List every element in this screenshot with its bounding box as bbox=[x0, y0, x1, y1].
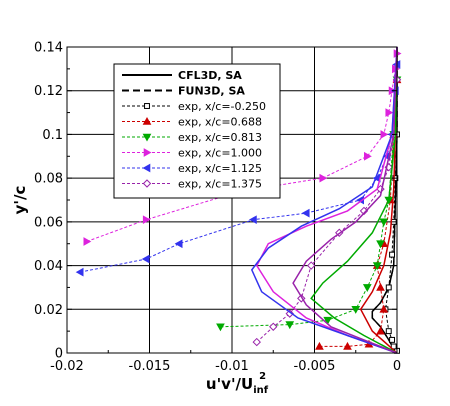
data-point bbox=[376, 282, 385, 291]
data-point bbox=[385, 284, 392, 291]
legend-marker bbox=[143, 148, 152, 157]
legend-item: exp, x/c=0.813 bbox=[122, 131, 262, 144]
data-point bbox=[343, 341, 352, 350]
data-point bbox=[380, 130, 389, 139]
legend-marker bbox=[142, 116, 152, 125]
legend-label: FUN3D, SA bbox=[178, 85, 245, 98]
data-point bbox=[216, 323, 225, 332]
data-point bbox=[372, 262, 382, 271]
data-point bbox=[319, 173, 328, 183]
data-point bbox=[269, 322, 278, 331]
y-axis-title-group: y'/c bbox=[11, 186, 29, 215]
x-tick-label: -0.01 bbox=[215, 359, 249, 374]
data-point bbox=[285, 309, 294, 318]
x-axis-title-subscript: inf bbox=[253, 385, 269, 396]
data-point bbox=[389, 336, 396, 343]
data-point bbox=[252, 337, 261, 347]
x-tick-label: -0.02 bbox=[50, 359, 84, 374]
series-line bbox=[250, 46, 398, 354]
data-point bbox=[315, 341, 324, 350]
legend-label: exp, x/c=1.125 bbox=[178, 162, 262, 175]
legend-marker bbox=[142, 133, 152, 142]
data-point bbox=[141, 254, 150, 264]
x-tick-label: 0 bbox=[393, 359, 401, 374]
y-tick-label: 0.12 bbox=[34, 84, 63, 99]
series-8-cfd-colored bbox=[359, 46, 398, 354]
legend-marker bbox=[142, 163, 151, 173]
x-tick-label: -0.005 bbox=[294, 359, 336, 374]
y-axis-title: y'/c bbox=[11, 186, 29, 215]
data-point bbox=[390, 343, 397, 350]
x-axis-title: u'v'/Uinf 2 bbox=[206, 371, 269, 396]
legend-item: exp, x/c=1.375 bbox=[122, 178, 262, 191]
legend-label: CFL3D, SA bbox=[178, 69, 242, 82]
data-point bbox=[285, 321, 295, 330]
data-point bbox=[75, 267, 84, 277]
data-point bbox=[323, 316, 333, 325]
series-12-cfd-colored bbox=[292, 46, 398, 354]
data-point bbox=[306, 261, 316, 270]
series-11-cfd-colored bbox=[250, 46, 398, 354]
series-line bbox=[310, 46, 398, 354]
legend-label: exp, x/c=1.000 bbox=[178, 147, 262, 160]
y-tick-label: 0.02 bbox=[34, 303, 63, 318]
y-tick-label: 0.08 bbox=[34, 172, 63, 187]
data-point bbox=[362, 284, 372, 292]
legend-box bbox=[113, 63, 281, 199]
y-tick-label: 0.06 bbox=[34, 215, 63, 230]
data-point bbox=[385, 108, 394, 117]
y-tick-label: 0.1 bbox=[42, 128, 63, 143]
legend-item: exp, x/c=1.125 bbox=[122, 162, 262, 175]
y-tick-label: 0 bbox=[55, 347, 63, 362]
legend-item: exp, x/c=1.000 bbox=[122, 147, 262, 160]
series-10-cfd-colored bbox=[255, 46, 398, 354]
series-line bbox=[359, 46, 398, 354]
data-point bbox=[385, 328, 392, 335]
legend-marker bbox=[142, 179, 152, 188]
data-point bbox=[351, 305, 361, 314]
axis-ticks: -0.02 -0.015 -0.01 -0.005 0 0 0.02 0.04 0.06 0.08… bbox=[34, 41, 401, 375]
legend-item: exp, x/c=0.688 bbox=[122, 116, 262, 129]
y-tick-label: 0.04 bbox=[34, 259, 63, 274]
data-point bbox=[301, 208, 310, 218]
data-point bbox=[389, 251, 396, 258]
legend-item: exp, x/c=-0.250 bbox=[122, 100, 266, 113]
legend-label: exp, x/c=0.813 bbox=[178, 131, 262, 144]
legend-label: exp, x/c=-0.250 bbox=[178, 100, 266, 113]
y-tick-label: 0.14 bbox=[34, 41, 63, 56]
data-point bbox=[376, 326, 385, 335]
data-point bbox=[248, 215, 257, 225]
data-point bbox=[174, 239, 183, 249]
legend-label: exp, x/c=1.375 bbox=[178, 178, 262, 191]
series-line bbox=[255, 46, 398, 354]
data-point bbox=[379, 304, 389, 313]
series-9-cfd-colored bbox=[310, 46, 398, 354]
x-tick-label: -0.015 bbox=[129, 359, 171, 374]
x-axis-title-superscript: 2 bbox=[259, 371, 266, 382]
legend-item: CFL3D, SA bbox=[122, 69, 242, 82]
data-point bbox=[142, 215, 151, 225]
x-axis-title-main: u'v'/U bbox=[206, 375, 253, 393]
legend-label: exp, x/c=0.688 bbox=[178, 116, 262, 129]
data-point bbox=[376, 240, 385, 249]
data-point bbox=[379, 218, 389, 227]
legend-marker bbox=[144, 103, 150, 109]
data-point bbox=[364, 151, 372, 161]
data-point bbox=[83, 237, 92, 246]
legend-item: FUN3D, SA bbox=[122, 85, 245, 98]
series-line bbox=[292, 46, 398, 354]
legend: CFL3D, SA FUN3D, SA exp, x/c=-0.250 exp, x/… bbox=[113, 63, 281, 199]
